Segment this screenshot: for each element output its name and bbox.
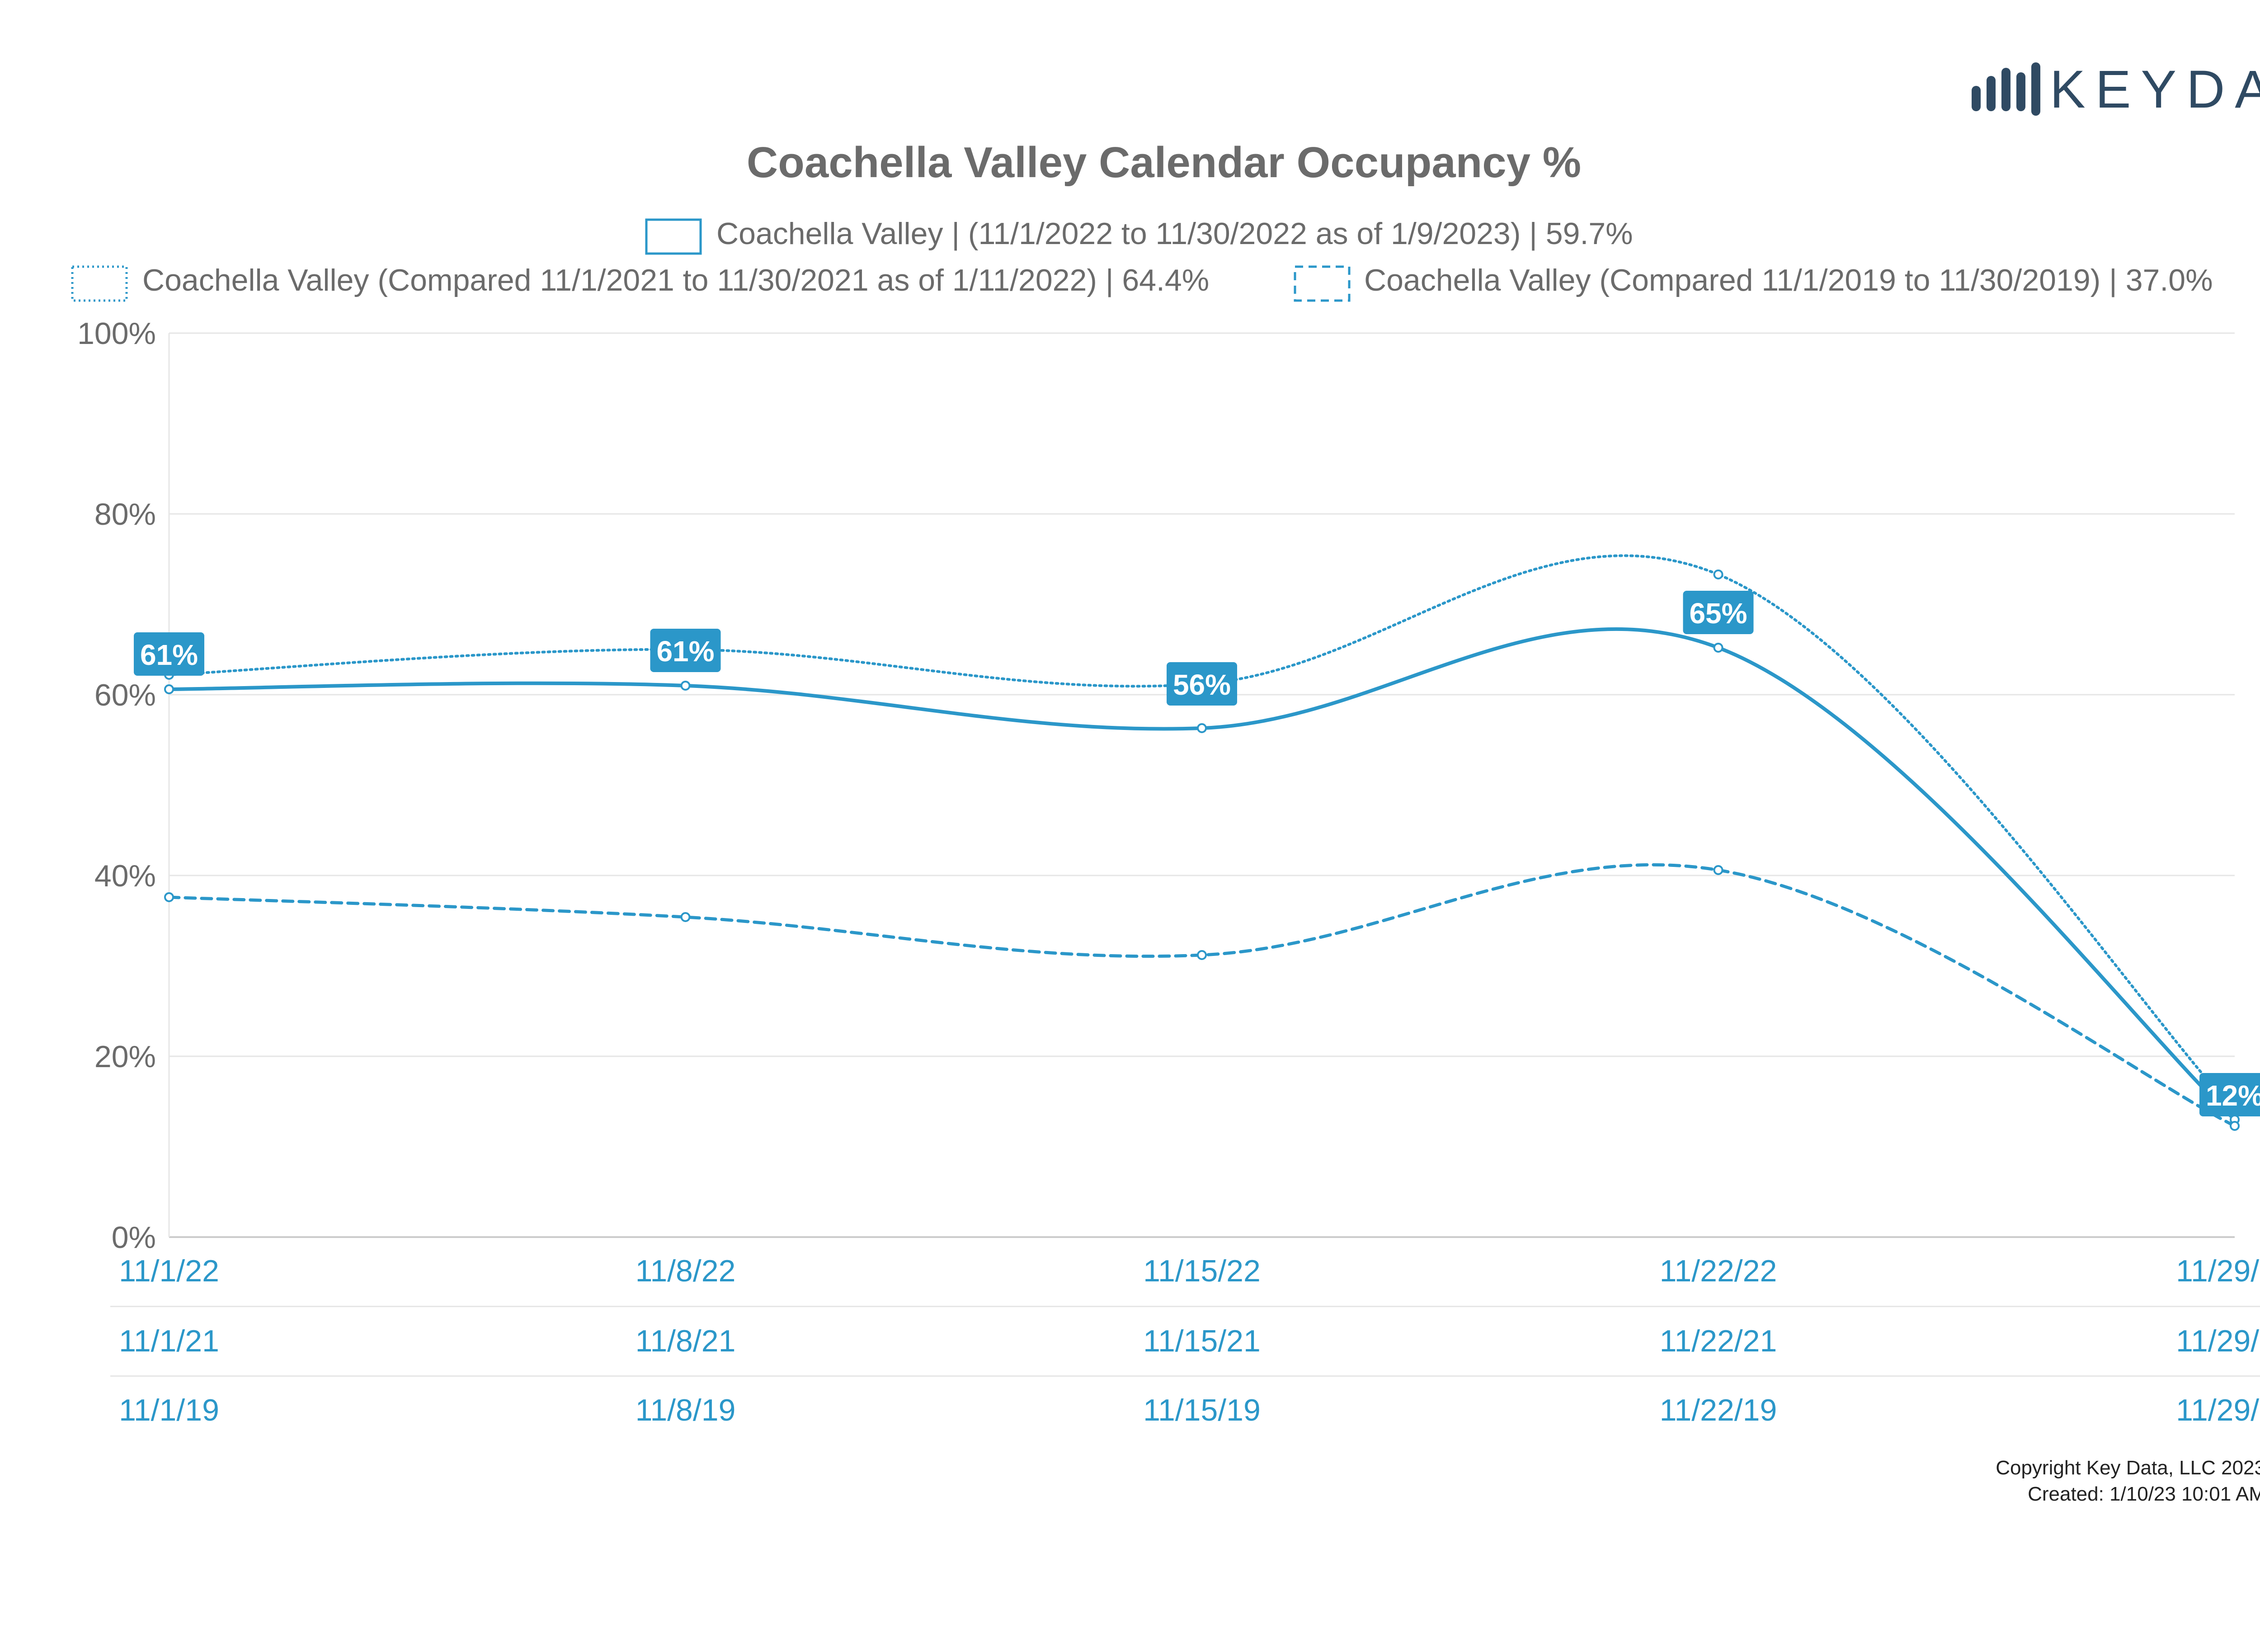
data-point[interactable] xyxy=(1713,865,1723,875)
y-tick-label: 60% xyxy=(94,678,156,712)
x-tick-label: 11/8/19 xyxy=(636,1393,736,1427)
x-tick-label: 11/22/21 xyxy=(1660,1324,1777,1358)
x-tick-label: 11/29/21 xyxy=(2176,1324,2260,1358)
legend-item-2022[interactable]: Coachella Valley | (11/1/2022 to 11/30/2… xyxy=(645,217,1633,255)
legend-label-2021: Coachella Valley (Compared 11/1/2021 to … xyxy=(142,263,1209,297)
series-lines xyxy=(167,554,2236,1128)
data-point[interactable] xyxy=(2230,1121,2240,1131)
x-tick-label: 11/15/21 xyxy=(1143,1324,1261,1358)
data-label: 61% xyxy=(134,632,204,676)
created-timestamp: Created: 1/10/23 10:01 AM xyxy=(2028,1483,2260,1505)
logo-bar-2 xyxy=(2001,68,2010,111)
data-point[interactable] xyxy=(1713,643,1723,653)
data-point[interactable] xyxy=(1713,569,1723,579)
y-tick-label: 20% xyxy=(94,1040,156,1074)
logo-bar-0 xyxy=(1972,86,1981,111)
x-tick-label: 11/22/19 xyxy=(1660,1393,1777,1427)
logo-bar-3 xyxy=(2016,72,2025,111)
logo-bar-4 xyxy=(2031,62,2040,116)
data-label: 65% xyxy=(1683,591,1754,634)
gridlines xyxy=(168,332,2235,1238)
x-tick-label: 11/1/22 xyxy=(119,1254,219,1288)
legend-label-2019: Coachella Valley (Compared 11/1/2019 to … xyxy=(1364,263,2213,297)
legend-swatch-dashed-icon xyxy=(1294,265,1351,302)
data-label-bg xyxy=(1683,591,1754,634)
data-label: 56% xyxy=(1167,662,1237,706)
x-tick-label: 11/22/22 xyxy=(1660,1254,1777,1288)
x-axes: 11/1/22 11/8/22 11/15/22 11/22/22 11/29/22 11… xyxy=(110,1254,2260,1427)
data-label-text: 12% xyxy=(2206,1079,2260,1112)
x-tick-label: 11/1/21 xyxy=(119,1324,219,1358)
x-tick-label: 11/29/22 xyxy=(2176,1254,2260,1288)
keydata-logo: KEYDATA ™ xyxy=(1972,60,2260,119)
y-axis: 0% 20% 40% 60% 80% 100% xyxy=(77,316,156,1255)
data-label-bg xyxy=(650,629,721,672)
data-point[interactable] xyxy=(680,681,691,691)
legend-item-2021[interactable]: Coachella Valley (Compared 11/1/2021 to … xyxy=(71,263,1209,302)
data-label-text: 61% xyxy=(140,639,198,671)
data-label-text: 65% xyxy=(1689,597,1747,630)
data-point[interactable] xyxy=(164,684,174,694)
chart-legend: Coachella Valley | (11/1/2022 to 11/30/2… xyxy=(71,217,2213,302)
data-point[interactable] xyxy=(680,912,691,922)
data-label: 12% xyxy=(2199,1073,2260,1116)
y-tick-label: 100% xyxy=(77,316,156,351)
data-point[interactable] xyxy=(1197,950,1207,960)
series-points xyxy=(164,569,2240,1131)
legend-swatch-solid-icon xyxy=(645,218,702,255)
keydata-logo-bars-icon xyxy=(1972,62,2040,116)
x-tick-label: 11/8/22 xyxy=(636,1254,736,1288)
y-tick-label: 40% xyxy=(94,859,156,893)
data-label-bg xyxy=(134,632,204,676)
data-point[interactable] xyxy=(164,892,174,902)
copyright-text: Copyright Key Data, LLC 2023 xyxy=(1996,1457,2260,1479)
data-label-bg xyxy=(2199,1073,2260,1116)
data-point[interactable] xyxy=(1197,723,1207,733)
data-labels: 61% 61% 56% 65% 12% xyxy=(134,591,2260,1116)
y-tick-label: 80% xyxy=(94,497,156,532)
legend-swatch-dotted-icon xyxy=(71,265,128,302)
series-line-dotted xyxy=(168,554,2236,1112)
data-label-text: 56% xyxy=(1173,668,1231,701)
series-line-dashed xyxy=(167,863,2236,1128)
x-tick-label: 11/8/21 xyxy=(636,1324,736,1358)
chart-title: Coachella Valley Calendar Occupancy % xyxy=(747,138,1581,187)
legend-label-2022: Coachella Valley | (11/1/2022 to 11/30/2… xyxy=(716,217,1633,251)
logo-bar-1 xyxy=(1987,76,1996,111)
y-tick-label: 0% xyxy=(112,1220,156,1255)
x-tick-label: 11/15/22 xyxy=(1143,1254,1261,1288)
x-tick-label: 11/15/19 xyxy=(1143,1393,1261,1427)
logo-text: KEYDATA xyxy=(2050,60,2260,119)
x-tick-label: 11/29/19 xyxy=(2176,1393,2260,1427)
data-label: 61% xyxy=(650,629,721,672)
series-line-solid xyxy=(167,627,2236,1121)
x-tick-label: 11/1/19 xyxy=(119,1393,219,1427)
data-label-text: 61% xyxy=(656,635,714,668)
data-label-bg xyxy=(1167,662,1237,706)
legend-item-2019[interactable]: Coachella Valley (Compared 11/1/2019 to … xyxy=(1294,263,2213,302)
